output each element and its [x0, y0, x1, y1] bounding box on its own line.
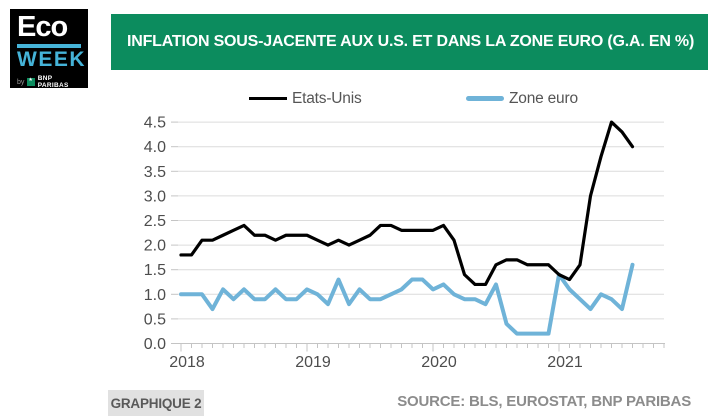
logo-underline	[17, 44, 81, 48]
source-text: SOURCE: BLS, EUROSTAT, BNP PARIBAS	[397, 393, 691, 410]
x-axis-tick-label: 2019	[295, 354, 331, 371]
y-axis-tick-label: 3.5	[144, 164, 166, 181]
graph-number-badge: GRAPHIQUE 2	[108, 390, 204, 416]
y-axis-tick-label: 0.5	[144, 311, 166, 328]
y-axis-tick-label: 1.0	[144, 287, 166, 304]
logo-byline: by BNP PARIBAS	[17, 75, 81, 89]
logo-by-text: by	[17, 78, 25, 86]
y-axis-tick-label: 4.5	[144, 115, 166, 132]
logo-eco-text: Eco	[17, 11, 68, 43]
chart-title: INFLATION SOUS-JACENTE AUX U.S. ET DANS …	[127, 33, 695, 50]
ecoweek-logo: Eco WEEK by BNP PARIBAS	[10, 9, 88, 89]
series-line-etats-unis	[179, 120, 635, 287]
y-axis-tick-label: 1.5	[144, 262, 166, 279]
legend-item-etats-unis: Etats-Unis	[249, 90, 362, 107]
legend-swatch-zone-euro	[466, 96, 504, 101]
y-axis-tick-label: 3.0	[144, 188, 166, 205]
bnp-paribas-star-icon	[27, 77, 35, 86]
y-axis-tick-label: 0.0	[144, 336, 166, 353]
logo-week-text: WEEK	[17, 48, 86, 71]
y-axis-tick-label: 2.5	[144, 213, 166, 230]
legend-item-zone-euro: Zone euro	[466, 90, 578, 107]
y-axis-tick-label: 2.0	[144, 238, 166, 255]
chart-title-banner: INFLATION SOUS-JACENTE AUX U.S. ET DANS …	[111, 14, 708, 70]
logo-brand-text: BNP PARIBAS	[37, 75, 69, 89]
x-axis-tick-label: 2020	[421, 354, 457, 371]
x-axis-tick-label: 2018	[169, 354, 205, 371]
legend-label-zone-euro: Zone euro	[509, 89, 578, 107]
series-line-zone-euro	[179, 262, 635, 336]
y-axis-tick-label: 4.0	[144, 139, 166, 156]
x-axis-tick-label: 2021	[547, 354, 583, 371]
legend-swatch-etats-unis	[249, 97, 287, 100]
legend-label-etats-unis: Etats-Unis	[292, 89, 362, 107]
